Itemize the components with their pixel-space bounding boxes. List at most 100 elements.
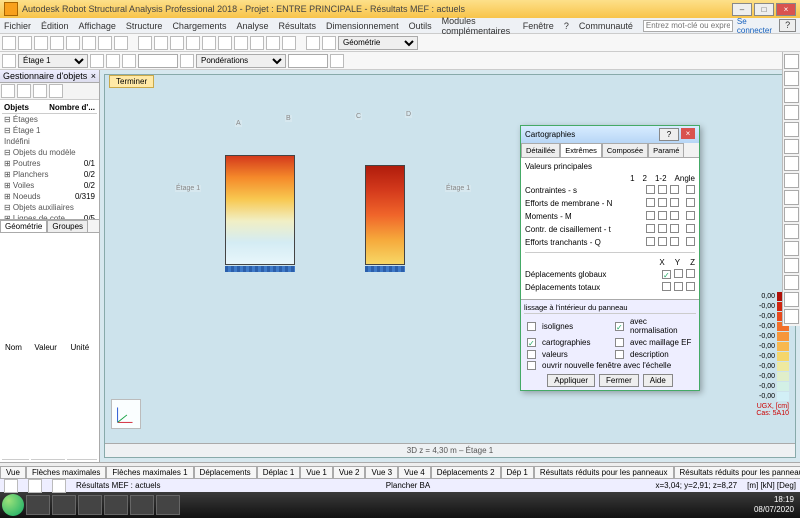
- side-tool-icon[interactable]: [784, 156, 799, 171]
- menu-item[interactable]: Modules complémentaires: [442, 16, 513, 36]
- dialog-tab[interactable]: Extrêmes: [560, 143, 602, 157]
- apply-button[interactable]: Appliquer: [547, 374, 595, 387]
- side-tool-icon[interactable]: [784, 224, 799, 239]
- side-tool-icon[interactable]: [784, 258, 799, 273]
- checkbox[interactable]: [615, 350, 624, 359]
- checkbox[interactable]: [527, 322, 536, 331]
- login-link[interactable]: Se connecter: [737, 17, 775, 35]
- checkbox[interactable]: [670, 198, 679, 207]
- viewport-tab[interactable]: Terminer: [109, 75, 154, 88]
- workspace-tab[interactable]: Flèches maximales: [26, 466, 106, 478]
- panel-close-icon[interactable]: ×: [91, 71, 96, 81]
- tool-icon[interactable]: [234, 36, 248, 50]
- checkbox[interactable]: [646, 198, 655, 207]
- tree-row[interactable]: ⊞ Planchers0/2: [2, 169, 97, 180]
- side-tool-icon[interactable]: [784, 309, 799, 324]
- checkbox[interactable]: [674, 282, 683, 291]
- taskbar-item[interactable]: [52, 495, 76, 515]
- tree-row[interactable]: ⊞ Noeuds0/319: [2, 191, 97, 202]
- tool-icon[interactable]: [322, 36, 336, 50]
- tab-groupes[interactable]: Groupes: [47, 220, 88, 232]
- tool-icon[interactable]: [186, 36, 200, 50]
- workspace-tab[interactable]: Flèches maximales 1: [106, 466, 193, 478]
- tool-icon[interactable]: [66, 36, 80, 50]
- side-tool-icon[interactable]: [784, 54, 799, 69]
- workspace-tab[interactable]: Déplac 1: [257, 466, 301, 478]
- menu-item[interactable]: Affichage: [79, 21, 116, 31]
- status-icon[interactable]: [52, 479, 66, 493]
- menu-item[interactable]: Communauté: [579, 21, 633, 31]
- tool-icon[interactable]: [114, 36, 128, 50]
- workspace-tab[interactable]: Vue 1: [300, 466, 333, 478]
- tree-row[interactable]: ⊟ Objets du modèle: [2, 147, 97, 158]
- tool-icon[interactable]: [2, 54, 16, 68]
- tool-icon[interactable]: [250, 36, 264, 50]
- tool-icon[interactable]: [90, 54, 104, 68]
- help-icon[interactable]: ?: [779, 19, 796, 32]
- checkbox[interactable]: [670, 211, 679, 220]
- checkbox[interactable]: [686, 211, 695, 220]
- checkbox[interactable]: [527, 350, 536, 359]
- checkbox[interactable]: [527, 361, 536, 370]
- tree-tool-icon[interactable]: [17, 84, 31, 98]
- workspace-tab[interactable]: Dép 1: [501, 466, 534, 478]
- checkbox[interactable]: [662, 270, 671, 279]
- help-button[interactable]: Aide: [643, 374, 673, 387]
- side-tool-icon[interactable]: [784, 292, 799, 307]
- side-tool-icon[interactable]: [784, 122, 799, 137]
- tool-icon[interactable]: [82, 36, 96, 50]
- checkbox[interactable]: [615, 338, 624, 347]
- tab-geometrie[interactable]: Géométrie: [0, 220, 47, 232]
- checkbox[interactable]: [670, 224, 679, 233]
- tool-icon[interactable]: [18, 36, 32, 50]
- viewport-3d[interactable]: Terminer A B C D Étage 1 Étage 1 0,00-0,…: [100, 70, 800, 462]
- checkbox[interactable]: [658, 237, 667, 246]
- tree-row[interactable]: Indéfini: [2, 136, 97, 147]
- tree-row[interactable]: ⊟ Étage 1: [2, 125, 97, 136]
- side-tool-icon[interactable]: [784, 71, 799, 86]
- radio[interactable]: [527, 338, 536, 347]
- axis-gizmo[interactable]: [111, 399, 141, 429]
- checkbox[interactable]: [670, 237, 679, 246]
- tree-tool-icon[interactable]: [1, 84, 15, 98]
- tree-tool-icon[interactable]: [33, 84, 47, 98]
- side-tool-icon[interactable]: [784, 105, 799, 120]
- tool-icon[interactable]: [2, 36, 16, 50]
- checkbox[interactable]: [674, 269, 683, 278]
- checkbox[interactable]: [686, 237, 695, 246]
- stage-select[interactable]: Étage 1: [18, 54, 88, 68]
- tool-icon[interactable]: [138, 36, 152, 50]
- workspace-tab[interactable]: Vue 2: [333, 466, 366, 478]
- tool-icon[interactable]: [154, 36, 168, 50]
- tree-tool-icon[interactable]: [49, 84, 63, 98]
- side-tool-icon[interactable]: [784, 241, 799, 256]
- checkbox[interactable]: [615, 322, 624, 331]
- workspace-tab[interactable]: Résultats réduits pour les panneaux: [534, 466, 674, 478]
- side-tool-icon[interactable]: [784, 88, 799, 103]
- start-button[interactable]: [2, 494, 24, 516]
- checkbox[interactable]: [658, 185, 667, 194]
- tool-icon[interactable]: [266, 36, 280, 50]
- tree-row[interactable]: ⊞ Voiles0/2: [2, 180, 97, 191]
- object-tree[interactable]: ObjetsNombre d'... ⊟ Étages ⊟ Étage 1 In…: [0, 100, 99, 220]
- status-icon[interactable]: [4, 479, 18, 493]
- menu-item[interactable]: Édition: [41, 21, 69, 31]
- side-tool-icon[interactable]: [784, 207, 799, 222]
- tool-icon[interactable]: [106, 54, 120, 68]
- taskbar-item[interactable]: [26, 495, 50, 515]
- tool-icon[interactable]: [170, 36, 184, 50]
- filter-input[interactable]: [138, 54, 178, 68]
- tool-icon[interactable]: [122, 54, 136, 68]
- status-icon[interactable]: [28, 479, 42, 493]
- ponderations-select[interactable]: Pondérations: [196, 54, 286, 68]
- menu-item[interactable]: Fenêtre: [523, 21, 554, 31]
- tool-icon[interactable]: [34, 36, 48, 50]
- checkbox[interactable]: [686, 282, 695, 291]
- menu-item[interactable]: Fichier: [4, 21, 31, 31]
- tool-icon[interactable]: [282, 36, 296, 50]
- system-clock[interactable]: 18:1908/07/2020: [754, 495, 798, 515]
- menu-item[interactable]: Dimensionnement: [326, 21, 399, 31]
- dialog-tab[interactable]: Paramé: [648, 143, 684, 157]
- side-tool-icon[interactable]: [784, 275, 799, 290]
- workspace-tab[interactable]: Résultats réduits pour les panneaux 1: [674, 466, 800, 478]
